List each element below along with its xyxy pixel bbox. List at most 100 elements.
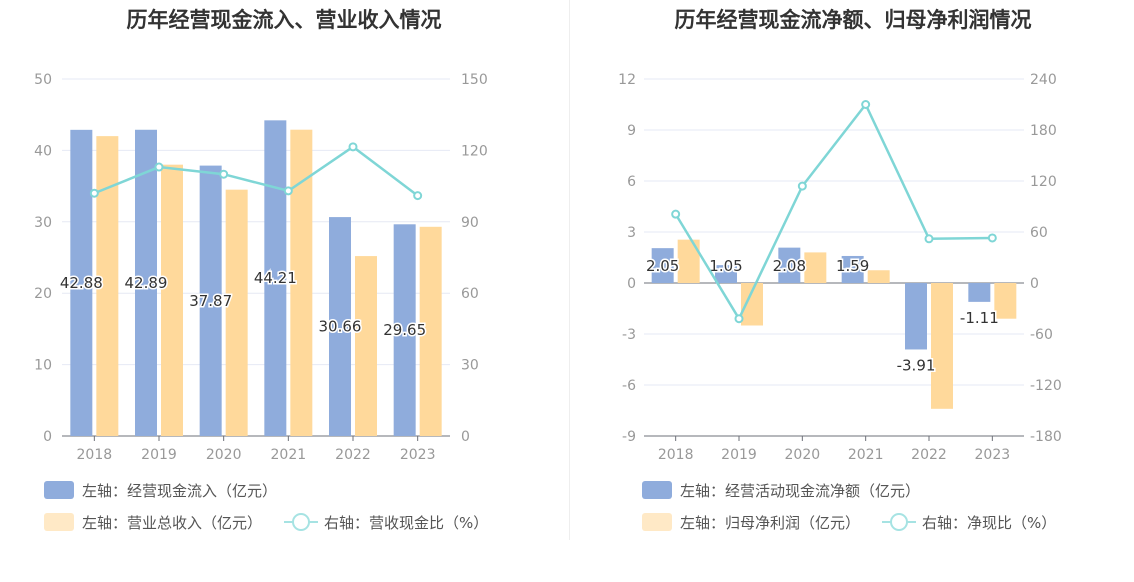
y-right-tick-label: 120: [1030, 174, 1057, 190]
bar: [264, 120, 287, 436]
line-point: [987, 233, 997, 243]
bar: [677, 239, 700, 283]
y-right-tick-label: -60: [1030, 327, 1053, 343]
legend-row-2: 左轴：归母净利润（亿元） 右轴：净现比（%）: [642, 511, 1078, 533]
y-right-tick-label: 0: [461, 429, 470, 445]
legend-item[interactable]: 右轴：净现比（%）: [882, 512, 1056, 533]
data-label: 30.66: [319, 318, 362, 336]
chart-title: 历年经营现金流入、营业收入情况: [126, 8, 442, 32]
legend-row-1: 左轴：经营现金流入（亿元）: [44, 479, 299, 501]
data-label: 1.05: [709, 257, 742, 275]
data-label: 42.88: [60, 274, 103, 292]
data-label: 29.65: [383, 321, 426, 339]
legend-label: 左轴：归母净利润（亿元）: [680, 513, 861, 532]
y-right-tick-label: 180: [1030, 123, 1057, 139]
bar: [161, 164, 183, 436]
legend-row-2: 左轴：营业总收入（亿元） 右轴：营收现金比（%）: [44, 511, 510, 533]
y-left-tick-label: 3: [627, 225, 636, 241]
data-label: -3.91: [897, 356, 936, 374]
y-left-tick-label: -3: [622, 327, 636, 343]
y-right-tick-label: 120: [461, 143, 488, 159]
line-point: [154, 162, 164, 172]
legend-row-1: 左轴：经营活动现金流净额（亿元）: [642, 479, 942, 501]
x-tick-label: 2023: [975, 447, 1011, 463]
y-right-tick-label: 150: [461, 72, 488, 88]
x-tick-label: 2018: [658, 447, 694, 463]
bar: [867, 270, 890, 283]
y-right-tick-label: 30: [461, 358, 479, 374]
bar: [355, 256, 377, 436]
data-label: 42.89: [125, 274, 168, 292]
y-right-tick-label: -180: [1030, 429, 1062, 445]
panel-divider: [569, 0, 570, 540]
y-left-tick-label: 20: [34, 286, 52, 302]
y-left-tick-label: 9: [627, 123, 636, 139]
legend-item[interactable]: 左轴：经营现金流入（亿元）: [44, 480, 277, 501]
x-tick-label: 2019: [141, 447, 177, 463]
bar: [199, 165, 222, 436]
legend-label: 左轴：经营活动现金流净额（亿元）: [680, 481, 921, 500]
line-point: [734, 314, 744, 324]
legend-swatch: [44, 513, 74, 531]
legend-line-swatch: [882, 513, 917, 531]
x-tick-label: 2019: [721, 447, 757, 463]
bar: [841, 255, 864, 283]
y-left-tick-label: 10: [34, 358, 52, 374]
chart-title: 历年经营现金流净额、归母净利润情况: [674, 8, 1032, 32]
legend-swatch: [44, 481, 74, 499]
y-left-tick-label: 6: [627, 174, 636, 190]
legend-line-swatch: [284, 513, 319, 531]
bar: [994, 283, 1017, 319]
x-tick-label: 2021: [848, 447, 884, 463]
legend-label: 左轴：营业总收入（亿元）: [82, 513, 263, 532]
line-point: [924, 234, 934, 244]
y-left-tick-label: 0: [627, 276, 636, 292]
data-label: -1.11: [960, 309, 999, 327]
line-point: [413, 191, 423, 201]
line-point: [348, 142, 358, 152]
bar: [70, 129, 93, 437]
x-tick-label: 2022: [911, 447, 947, 463]
bar: [290, 129, 313, 436]
bar: [651, 248, 674, 283]
legend-swatch: [642, 481, 672, 499]
line-point: [283, 186, 293, 196]
y-left-tick-label: 40: [34, 143, 52, 159]
y-left-tick-label: 50: [34, 72, 52, 88]
legend-item[interactable]: 右轴：营收现金比（%）: [284, 512, 488, 533]
data-label: 1.59: [836, 257, 869, 275]
data-label: 44.21: [254, 269, 297, 287]
bar: [393, 224, 416, 436]
bar: [715, 265, 737, 283]
y-right-tick-label: 90: [461, 215, 479, 231]
line-point: [671, 209, 681, 219]
legend-item[interactable]: 左轴：营业总收入（亿元）: [44, 512, 262, 533]
y-left-tick-label: 12: [618, 72, 636, 88]
chart-panel-left: 历年经营现金流入、营业收入情况 0 10 20 30 40 50 0 30 60 90 120 150…: [34, 8, 510, 533]
y-right-tick-label: -120: [1030, 378, 1062, 394]
line-point: [797, 181, 807, 191]
bar: [905, 283, 927, 350]
bar: [329, 217, 351, 436]
y-right-tick-label: 60: [461, 286, 479, 302]
x-tick-label: 2020: [206, 447, 242, 463]
x-tick-label: 2020: [785, 447, 821, 463]
bar: [931, 283, 953, 409]
chart-plot-area: 0 10 20 30 40 50 0 30 60 90 120 150 2018 2019 2020 2021…: [34, 72, 488, 463]
bar: [804, 252, 827, 283]
legend-label: 左轴：经营现金流入（亿元）: [82, 481, 278, 500]
legend-item[interactable]: 左轴：经营活动现金流净额（亿元）: [642, 480, 920, 501]
x-tick-label: 2021: [271, 447, 307, 463]
bar: [96, 136, 119, 436]
x-tick-label: 2022: [335, 447, 371, 463]
legend-item[interactable]: 左轴：归母净利润（亿元）: [642, 512, 860, 533]
series-line: [93, 145, 419, 197]
y-left-tick-label: 30: [34, 215, 52, 231]
legend-label: 右轴：营收现金比（%）: [324, 513, 489, 532]
line-point: [89, 188, 99, 198]
bar: [968, 283, 991, 302]
series-line: [674, 102, 993, 322]
legend-swatch: [642, 513, 672, 531]
bar: [778, 247, 801, 283]
bar: [135, 129, 157, 437]
